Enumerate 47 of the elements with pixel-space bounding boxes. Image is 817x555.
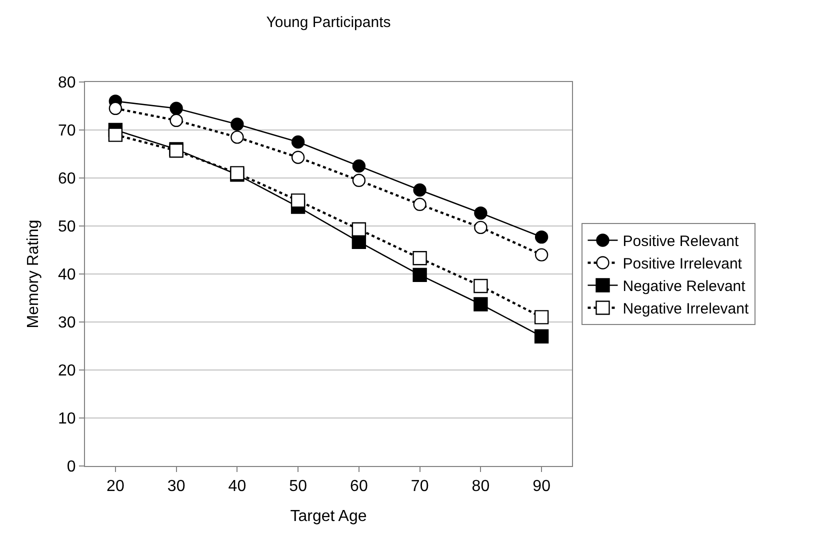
y-tick-label: 10 — [58, 410, 76, 428]
y-tick-label: 20 — [58, 362, 76, 380]
point — [291, 150, 305, 164]
point — [413, 198, 426, 211]
legend-label: Negative Irrelevant — [622, 300, 750, 318]
y-tick-label: 30 — [58, 314, 76, 332]
point — [534, 230, 548, 244]
y-tick-label: 70 — [58, 122, 76, 140]
point — [474, 278, 488, 294]
x-tick-label: 70 — [410, 478, 429, 496]
y-tick-label: 40 — [58, 266, 76, 284]
x-tick-label: 90 — [532, 478, 551, 496]
point — [474, 206, 488, 220]
x-tick-label: 20 — [106, 478, 124, 496]
point — [413, 183, 426, 197]
point — [474, 220, 488, 234]
legend-label: Positive Irrelevant — [622, 256, 743, 273]
point — [291, 135, 305, 149]
x-tick-label: 40 — [228, 478, 246, 496]
x-axis-title: Target Age — [290, 508, 367, 525]
y-tick-label: 0 — [66, 458, 76, 476]
legend-label: Positive Relevant — [622, 233, 740, 250]
point — [108, 102, 122, 115]
point — [352, 174, 366, 187]
point — [474, 297, 488, 312]
point — [534, 310, 549, 324]
point — [534, 248, 548, 262]
point — [412, 268, 427, 282]
point — [108, 128, 123, 142]
point — [170, 114, 183, 127]
y-tick-label: 80 — [58, 74, 76, 92]
point — [352, 222, 366, 236]
point — [352, 159, 366, 173]
point — [230, 130, 244, 144]
x-tick-label: 60 — [350, 478, 368, 496]
y-axis-title: Memory Rating — [24, 220, 42, 328]
point — [534, 329, 549, 344]
point — [290, 193, 306, 208]
point — [230, 118, 244, 131]
point — [170, 102, 183, 115]
x-tick-label: 30 — [167, 478, 186, 496]
legend-label: Negative Relevant — [622, 278, 746, 296]
y-tick-label: 60 — [58, 170, 76, 188]
chart-title: Young Participants — [266, 14, 391, 32]
x-tick-label: 80 — [472, 478, 490, 496]
x-tick-label: 50 — [289, 478, 308, 496]
y-tick-label: 50 — [58, 218, 76, 236]
